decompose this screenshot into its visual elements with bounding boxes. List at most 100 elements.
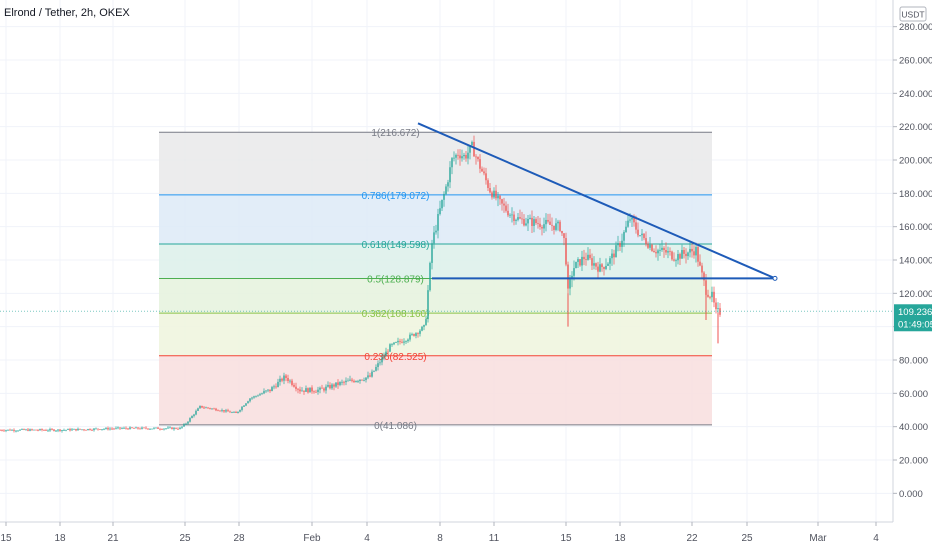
- candle-body: [17, 430, 19, 432]
- candle-body: [35, 429, 37, 431]
- candle-body: [77, 428, 79, 431]
- candle-body: [709, 296, 711, 298]
- candle-body: [501, 199, 503, 204]
- candle-body: [473, 141, 475, 157]
- candle-body: [615, 245, 617, 258]
- candle-body: [165, 428, 167, 430]
- candle-body: [435, 230, 437, 233]
- candle-body: [59, 429, 61, 431]
- candle-body: [479, 159, 481, 169]
- candle-body: [75, 428, 77, 431]
- candle-body: [611, 253, 613, 259]
- candle-body: [61, 430, 63, 431]
- candle-body: [265, 390, 267, 392]
- candle-body: [423, 324, 425, 327]
- candle-body: [433, 232, 435, 244]
- candle-body: [231, 412, 233, 414]
- candle-body: [185, 423, 187, 425]
- candle-body: [477, 156, 479, 160]
- candle-body: [597, 266, 599, 272]
- candle-body: [355, 381, 357, 382]
- candle-body: [221, 410, 223, 411]
- candle-body: [399, 340, 401, 342]
- candle-body: [267, 389, 269, 391]
- candle-body: [691, 248, 693, 252]
- candle-body: [189, 418, 191, 422]
- candle-body: [217, 410, 219, 412]
- candle-body: [583, 256, 585, 260]
- candle-body: [81, 429, 83, 431]
- candle-body: [625, 226, 627, 233]
- x-tick-label: 22: [686, 533, 698, 544]
- candle-body: [321, 387, 323, 389]
- x-tick-label: 28: [233, 533, 245, 544]
- candle-body: [337, 382, 339, 385]
- candle-body: [3, 430, 5, 432]
- candle-body: [161, 429, 163, 430]
- candle-body: [447, 182, 449, 187]
- candle-body: [595, 263, 597, 267]
- candle-body: [101, 429, 103, 431]
- fib-zone-0.236: [159, 355, 712, 425]
- candle-body: [545, 219, 547, 225]
- trendline-descending-resistance: [417, 122, 776, 280]
- candle-body: [687, 252, 689, 257]
- candle-body: [287, 377, 289, 381]
- candle-body: [577, 259, 579, 262]
- candle-body: [111, 428, 113, 430]
- candle-body: [215, 408, 217, 411]
- candle-body: [497, 195, 499, 199]
- x-tick-label: 25: [179, 533, 191, 544]
- candle-body: [335, 382, 337, 387]
- candle-body: [347, 380, 349, 382]
- candle-body: [637, 229, 639, 236]
- y-tick-label: 140.000: [899, 256, 932, 267]
- x-tick-label: Mar: [809, 533, 827, 544]
- candle-body: [319, 387, 321, 390]
- candle-body: [259, 394, 261, 396]
- candle-body: [675, 260, 677, 262]
- candle-body: [413, 334, 415, 336]
- candle-body: [629, 219, 631, 221]
- candle-body: [245, 403, 247, 406]
- candle-body: [257, 395, 259, 397]
- candle-body: [381, 357, 383, 363]
- candle-body: [461, 156, 463, 159]
- candle-body: [201, 405, 203, 408]
- candle-body: [409, 334, 411, 340]
- candle-body: [639, 235, 641, 236]
- candle-body: [601, 264, 603, 268]
- candle-body: [617, 243, 619, 246]
- candle-body: [117, 427, 119, 429]
- candle-body: [459, 155, 461, 159]
- candle-body: [163, 428, 165, 430]
- candle-body: [455, 154, 457, 158]
- candle-body: [263, 391, 265, 394]
- candle-body: [183, 424, 185, 427]
- candle-body: [519, 217, 521, 219]
- candle-body: [203, 407, 205, 409]
- candle-body: [313, 391, 315, 393]
- candle-body: [325, 386, 327, 391]
- candle-body: [397, 340, 399, 343]
- candle-body: [489, 187, 491, 193]
- candle-body: [51, 429, 53, 430]
- candle-body: [575, 261, 577, 269]
- trendline-handle: [772, 275, 778, 281]
- candle-body: [449, 167, 451, 183]
- x-tick-label: 18: [614, 533, 626, 544]
- candle-body: [177, 428, 179, 430]
- candle-body: [45, 430, 47, 431]
- y-tick-label: 160.000: [899, 222, 932, 233]
- candle-body: [119, 427, 121, 429]
- candle-body: [593, 263, 595, 266]
- candle-body: [191, 415, 193, 419]
- candles: [0, 135, 721, 433]
- candle-body: [361, 379, 363, 381]
- candle-body: [555, 223, 557, 230]
- candle-body: [379, 362, 381, 364]
- y-tick-label: 220.000: [899, 122, 932, 133]
- candle-body: [211, 408, 213, 410]
